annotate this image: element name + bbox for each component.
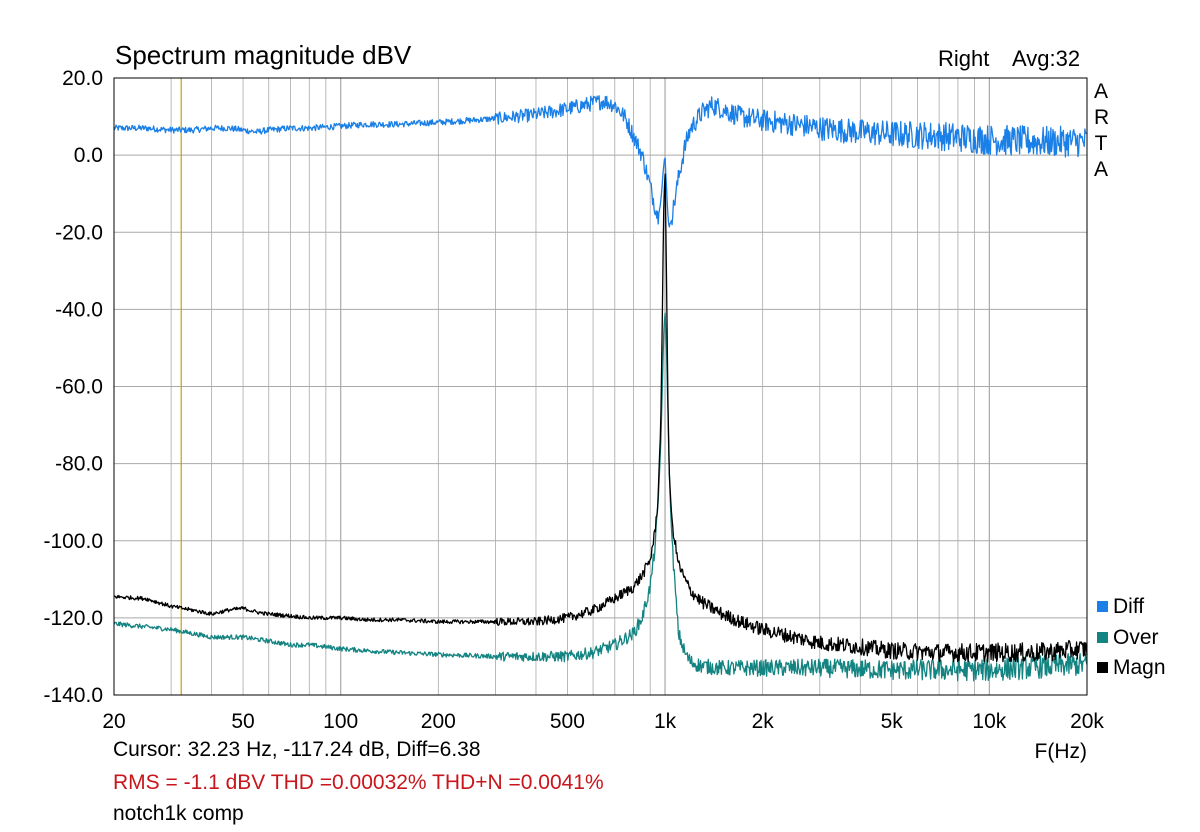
chart-title: Spectrum magnitude dBV <box>115 40 412 70</box>
y-tick-label: -100.0 <box>43 530 103 553</box>
y-tick-label: 20.0 <box>62 67 103 90</box>
x-axis-label: F(Hz) <box>1035 740 1087 763</box>
x-tick-label: 2k <box>752 710 775 733</box>
series-layer <box>113 95 1088 682</box>
x-tick-label: 100 <box>323 710 358 733</box>
y-tick-label: -80.0 <box>55 453 103 476</box>
watermark-letter: A <box>1094 158 1109 181</box>
series-line-diff <box>113 95 1088 228</box>
legend-item-diff: Diff <box>1097 595 1144 619</box>
legend-label: Magn <box>1113 656 1166 679</box>
arta-watermark: A R T A <box>1094 79 1110 183</box>
series-line-magn <box>113 173 1088 663</box>
x-tick-label: 20k <box>1070 710 1104 733</box>
watermark-letter: T <box>1094 132 1108 155</box>
legend-swatch-magn <box>1097 662 1108 673</box>
plot-frame <box>113 77 1088 696</box>
legend-item-over: Over <box>1097 626 1159 650</box>
x-tick-label: 500 <box>550 710 585 733</box>
x-tick-label: 1k <box>654 710 677 733</box>
watermark-letter: A <box>1094 80 1109 103</box>
measurement-stats: RMS = -1.1 dBV THD =0.00032% THD+N =0.00… <box>113 771 604 794</box>
x-tick-label: 5k <box>881 710 904 733</box>
y-tick-label: -120.0 <box>43 607 103 630</box>
legend-swatch-diff <box>1097 601 1108 612</box>
y-tick-label: -60.0 <box>55 376 103 399</box>
x-tick-labels: 20 50 100 200 500 1k 2k 5k 10k 20k <box>102 710 1104 733</box>
legend-label: Diff <box>1113 595 1145 618</box>
y-tick-labels: 20.0 0.0 -20.0 -40.0 -60.0 -80.0 -100.0 -120.0 -… <box>43 67 103 707</box>
watermark-letter: R <box>1094 106 1110 129</box>
x-tick-label: 50 <box>231 710 254 733</box>
file-name: notch1k comp <box>113 802 244 825</box>
x-tick-label: 200 <box>421 710 456 733</box>
channel-label: Right <box>938 46 990 71</box>
x-tick-label: 20 <box>102 710 125 733</box>
y-tick-label: -140.0 <box>43 684 103 707</box>
y-tick-label: 0.0 <box>74 144 103 167</box>
y-tick-label: -20.0 <box>55 221 103 244</box>
legend-swatch-over <box>1097 632 1108 643</box>
legend-item-magn: Magn <box>1097 656 1166 680</box>
cursor-readout: Cursor: 32.23 Hz, -117.24 dB, Diff=6.38 <box>113 738 481 761</box>
legend-label: Over <box>1113 626 1159 649</box>
grid <box>114 78 1087 695</box>
average-count: Avg:32 <box>1012 46 1081 71</box>
x-tick-label: 10k <box>972 710 1006 733</box>
y-tick-label: -40.0 <box>55 298 103 321</box>
series-line-over <box>113 312 1088 682</box>
